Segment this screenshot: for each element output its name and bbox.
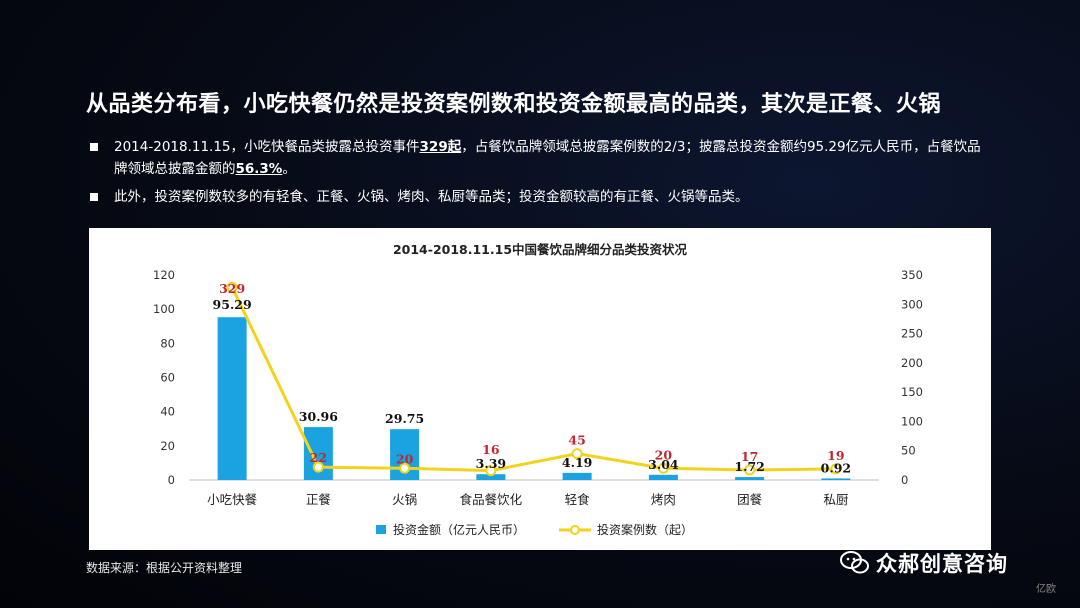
bullet-item: 2014-2018.11.15，小吃快餐品类披露总投资事件329起，占餐饮品牌领… <box>88 136 988 180</box>
y-right-tick-label: 250 <box>901 327 923 341</box>
highlight-percent: 56.3% <box>235 161 283 177</box>
line-value-label: 16 <box>482 442 500 457</box>
line-series <box>230 286 836 473</box>
line-value-label: 19 <box>827 448 844 463</box>
y-right-tick-label: 100 <box>901 414 923 428</box>
x-tick-label: 食品餐饮化 <box>460 492 523 507</box>
y-left-tick-label: 80 <box>160 336 175 350</box>
bar-value-label: 95.29 <box>213 297 252 312</box>
y-right-tick-label: 300 <box>901 297 923 311</box>
investment-chart: 2014-2018.11.15中国餐饮品牌细分品类投资状况 0 20 40 60 80 10… <box>153 242 923 537</box>
bar <box>217 317 247 480</box>
y-right-tick-label: 200 <box>901 356 923 370</box>
line-value-label: 22 <box>310 450 327 465</box>
x-tick-label: 小吃快餐 <box>207 492 258 507</box>
watermark: 亿欧 <box>1036 584 1056 595</box>
line-value-label: 45 <box>568 433 585 448</box>
data-source: 数据来源：根据公开资料整理 <box>86 561 243 575</box>
legend-bar-swatch <box>376 525 386 534</box>
highlight-count: 329起 <box>419 139 462 155</box>
line-value-label: 329 <box>219 281 245 296</box>
y-right-tick-label: 150 <box>901 385 923 399</box>
y-left-tick-label: 60 <box>160 371 175 385</box>
line-point <box>657 462 669 474</box>
y-left-tick-label: 0 <box>168 473 175 487</box>
bullet-text: 此外，投资案例数较多的有轻食、正餐、火锅、烤肉、私厨等品类；投资金额较高的有正餐… <box>114 189 749 205</box>
y-right-tick-label: 0 <box>901 473 908 487</box>
line-point <box>830 463 842 475</box>
brand-name: 众郝创意咨询 <box>876 552 1008 576</box>
bullet-list: 2014-2018.11.15，小吃快餐品类披露总投资事件329起，占餐饮品牌领… <box>88 136 988 214</box>
line-value-label: 17 <box>741 449 758 464</box>
x-tick-label: 轻食 <box>565 492 591 507</box>
bar <box>562 472 592 480</box>
bar-value-label: 3.39 <box>476 456 506 471</box>
line-point <box>312 461 324 473</box>
x-tick-label: 正餐 <box>306 492 332 507</box>
line-point <box>399 462 411 474</box>
bar-value-label: 1.72 <box>734 459 764 474</box>
legend-line-marker <box>570 525 580 535</box>
legend-bar-label: 投资金额（亿元人民币） <box>393 522 525 537</box>
bullet-item: 此外，投资案例数较多的有轻食、正餐、火锅、烤肉、私厨等品类；投资金额较高的有正餐… <box>88 186 988 208</box>
bar-value-label: 29.75 <box>385 411 424 426</box>
bullet-text: 2014-2018.11.15，小吃快餐品类披露总投资事件 <box>114 139 420 155</box>
line-value-label: 20 <box>655 447 673 462</box>
bar-value-label: 4.19 <box>562 455 592 470</box>
bar <box>821 478 851 480</box>
y-right-tick-label: 50 <box>901 444 916 458</box>
line-point <box>744 464 756 476</box>
x-tick-label: 私厨 <box>823 492 848 507</box>
y-left-tick-label: 40 <box>160 405 175 419</box>
x-tick-label: 火锅 <box>392 492 417 507</box>
line-value-label: 20 <box>396 451 414 466</box>
bar <box>476 474 506 480</box>
x-tick-label: 烤肉 <box>651 492 676 507</box>
line-point <box>485 465 497 477</box>
line-point <box>226 281 238 293</box>
legend-line-label: 投资案例数（起） <box>597 522 693 537</box>
bar-value-label: 3.04 <box>648 457 679 472</box>
brand-logo: 众郝创意咨询 <box>840 548 1008 578</box>
wechat-icon <box>840 551 869 574</box>
line-point <box>571 448 583 460</box>
x-tick-label: 团餐 <box>737 492 763 507</box>
bar <box>735 477 765 480</box>
bullet-text: ，占餐饮品牌领域总披露案例数的2/3；披露总投资金额约95.29亿元人民币，占餐… <box>114 139 981 177</box>
y-left-tick-label: 20 <box>160 439 175 453</box>
chart-title: 2014-2018.11.15中国餐饮品牌细分品类投资状况 <box>393 242 688 257</box>
bullet-text: 。 <box>282 161 296 177</box>
bar-value-label: 0.92 <box>821 460 851 475</box>
bar <box>648 474 678 480</box>
y-right-tick-label: 350 <box>901 268 923 282</box>
bar-value-label: 30.96 <box>299 409 338 424</box>
chart-panel: 2014-2018.11.15中国餐饮品牌细分品类投资状况 0 20 40 60 80 10… <box>89 228 991 550</box>
y-left-tick-label: 100 <box>153 302 175 316</box>
y-left-tick-label: 120 <box>153 268 175 282</box>
slide-title: 从品类分布看，小吃快餐仍然是投资案例数和投资金额最高的品类，其次是正餐、火锅 <box>86 92 942 117</box>
